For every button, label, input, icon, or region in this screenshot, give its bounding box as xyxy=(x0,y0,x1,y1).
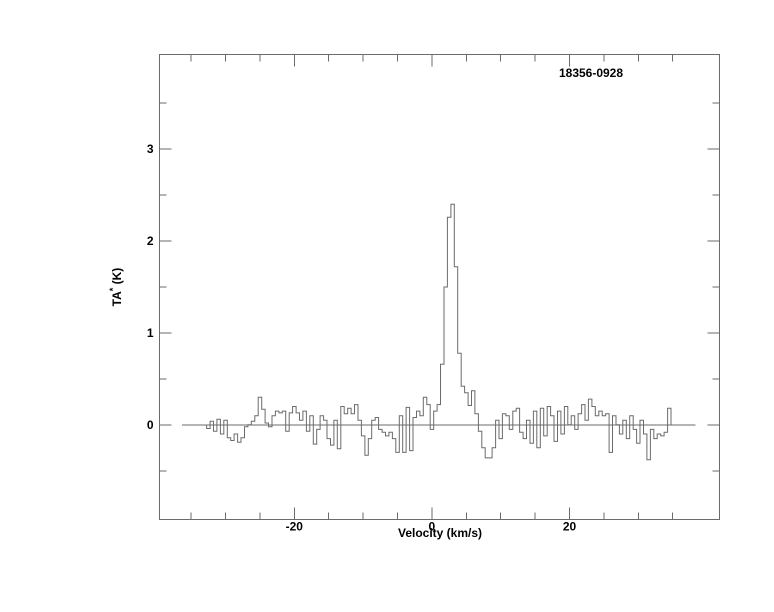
y-axis-label-superscript: * xyxy=(108,287,118,292)
x-tick-label: -20 xyxy=(286,520,304,534)
spectrum-step-line xyxy=(206,203,672,461)
plot-title: 18356-0928 xyxy=(558,66,624,80)
x-axis-label: Velocity (km/s) xyxy=(397,526,483,540)
y-tick-label: 1 xyxy=(147,326,154,340)
x-tick-label: 20 xyxy=(563,520,577,534)
y-tick-label: 0 xyxy=(147,418,154,432)
x-tick-label: 0 xyxy=(429,520,436,534)
y-tick-label: 2 xyxy=(147,234,154,248)
y-axis-label-main: TA xyxy=(110,291,124,307)
y-axis-label-unit: (K) xyxy=(110,267,124,288)
plot-box xyxy=(159,54,720,520)
y-tick-label: 3 xyxy=(147,142,154,156)
y-axis-label: TA* (K) xyxy=(108,268,124,307)
